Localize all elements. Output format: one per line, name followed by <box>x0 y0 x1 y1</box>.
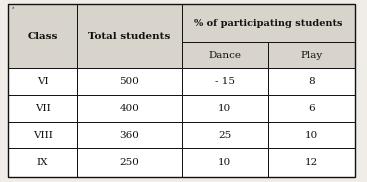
Text: 25: 25 <box>218 130 232 140</box>
Bar <box>77 95 182 122</box>
Bar <box>8 95 77 122</box>
Bar <box>8 149 77 177</box>
Text: Dance: Dance <box>208 51 241 60</box>
Text: 10: 10 <box>218 104 232 113</box>
Bar <box>182 122 268 149</box>
Text: 10: 10 <box>218 158 232 167</box>
Bar <box>268 95 355 122</box>
Text: 250: 250 <box>120 158 139 167</box>
Bar <box>77 68 182 95</box>
Text: 500: 500 <box>120 77 139 86</box>
Text: Play: Play <box>301 51 323 60</box>
Bar <box>268 149 355 177</box>
Text: 400: 400 <box>120 104 139 113</box>
Bar <box>268 42 355 68</box>
Text: 12: 12 <box>305 158 318 167</box>
Text: 8: 8 <box>308 77 315 86</box>
Text: - 15: - 15 <box>215 77 235 86</box>
Text: IX: IX <box>37 158 48 167</box>
Bar <box>182 68 268 95</box>
Text: 6: 6 <box>308 104 315 113</box>
Text: Total students: Total students <box>88 31 171 41</box>
Bar <box>182 149 268 177</box>
Bar <box>77 4 182 68</box>
Bar <box>182 42 268 68</box>
Text: VII: VII <box>35 104 51 113</box>
Text: VIII: VIII <box>33 130 52 140</box>
Bar <box>8 122 77 149</box>
Text: Class: Class <box>28 31 58 41</box>
Bar <box>8 4 77 68</box>
Text: 360: 360 <box>120 130 139 140</box>
Bar <box>182 95 268 122</box>
Text: VI: VI <box>37 77 48 86</box>
Text: % of participating students: % of participating students <box>194 19 342 27</box>
Bar <box>182 4 355 42</box>
Bar <box>268 122 355 149</box>
Text: 10: 10 <box>305 130 318 140</box>
Bar <box>77 122 182 149</box>
Text: ʹ: ʹ <box>11 7 13 16</box>
Bar <box>77 149 182 177</box>
Bar <box>8 68 77 95</box>
Bar <box>268 68 355 95</box>
